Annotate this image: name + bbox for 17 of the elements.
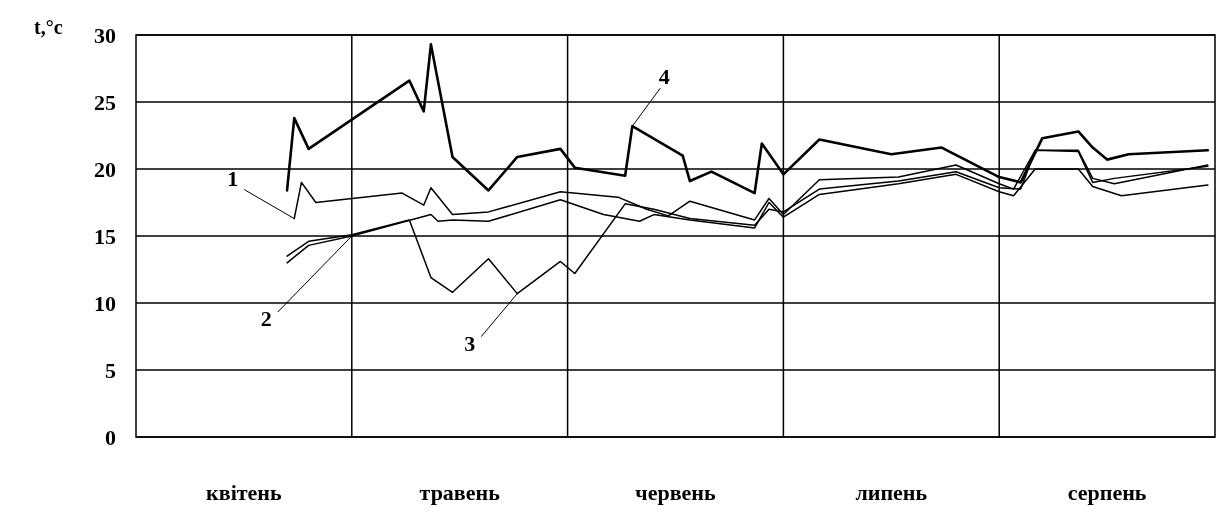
x-tick-label: червень [635,480,717,505]
text: 4 [658,64,670,90]
y-axis-title: t,°c [34,16,63,38]
x-tick-label: серпень [1067,480,1147,505]
y-tick-label: 25 [94,89,116,115]
y-tick-label: 30 [94,22,116,48]
text: 1 [227,165,239,191]
series-label: 3 [464,330,476,356]
x-tick-label: липень [855,480,928,505]
y-tick-label: 5 [105,357,116,383]
y-tick-label: 20 [94,156,116,182]
x-tick-label: травень [419,480,501,505]
y-tick-label: 15 [94,223,116,249]
y-tick-label: 0 [105,424,116,450]
text: 2 [260,306,272,331]
x-tick-label: квітень [206,480,283,505]
y-tick-label: 10 [94,290,116,316]
